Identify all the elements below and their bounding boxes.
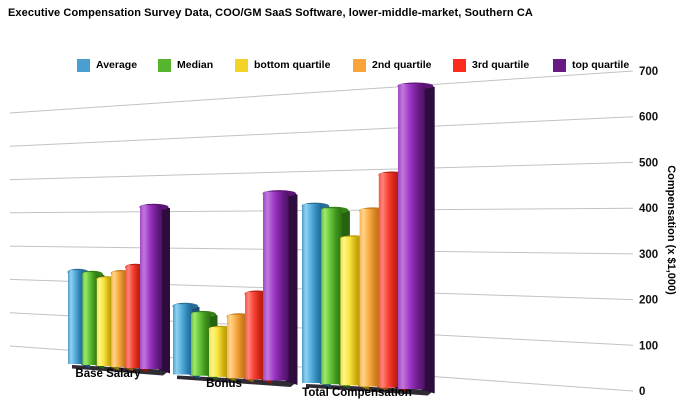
legend-label: Median [177,59,214,71]
y-tick-label-0: 0 [639,386,645,398]
legend-item-average: Average [77,58,137,72]
y-tick-label-400: 400 [639,203,658,215]
legend-item-top-quartile: top quartile [553,58,629,72]
y-tick-label-300: 300 [639,249,658,261]
bar-group-total-compensation: Total Compensation [301,82,435,399]
legend-swatch-top-quartile [553,58,566,72]
legend-item-3rd-quartile: 3rd quartile [453,58,529,72]
bar-front-face [302,204,323,383]
bar-front-face [227,314,247,379]
group-platform [177,375,298,387]
bar-group-bonus: Bonus [172,190,298,390]
bar-front-face [359,208,381,387]
legend-label: top quartile [572,59,630,71]
bar-group-base-salary: Base Salary [67,203,170,380]
y-tick-label-100: 100 [639,340,658,352]
bar-front-face [378,172,400,388]
legend-swatch-2nd-quartile [353,58,366,72]
gridline-600 [9,116,634,147]
legend-label: bottom quartile [254,59,331,71]
y-axis-title: Compensation (x $1,000) [665,165,677,295]
bar-total-compensation-top-quartile [397,82,435,394]
legend-item-median: Median [158,58,213,72]
y-tick-label-200: 200 [639,295,658,307]
bar-front-face [140,205,162,369]
y-tick-label-700: 700 [639,66,658,78]
bar-front-face [191,312,211,376]
bar-front-face [263,191,289,381]
bar-side-face [421,84,435,394]
bar-front-face [245,291,265,380]
gridline-500 [9,161,634,181]
bar-front-face [82,272,99,365]
chart-title: Executive Compensation Survey Data, COO/… [8,7,533,19]
group-platform [306,384,435,396]
group-platform [72,365,170,376]
bar-front-face [96,277,113,366]
bar-front-face [209,327,229,377]
bar-front-face [398,83,425,390]
bar-front-face [321,208,342,385]
legend-label: 2nd quartile [372,59,432,71]
gridline-700 [9,70,634,114]
bar-front-face [111,271,128,367]
bar-front-face [173,304,193,375]
bar-bonus-top-quartile [262,190,298,385]
category-label-total-compensation: Total Compensation [302,387,412,399]
y-tick-label-600: 600 [639,112,658,124]
legend-item-bottom-quartile: bottom quartile [235,58,330,72]
legend-swatch-average [77,58,90,72]
bar-front-face [68,270,84,364]
category-label-bonus: Bonus [206,378,242,390]
chart-legend: Average Median bottom quartile 2nd quartile… [0,58,680,74]
bar-front-face [340,236,362,386]
legend-swatch-bottom-quartile [235,58,248,72]
legend-label: 3rd quartile [472,59,530,71]
legend-swatch-3rd-quartile [453,58,466,72]
legend-label: Average [96,59,138,71]
legend-swatch-median [158,58,171,72]
bar-front-face [125,265,142,368]
y-tick-label-500: 500 [639,157,658,169]
bar-base-salary-top-quartile [139,203,170,374]
category-label-base-salary: Base Salary [75,368,141,380]
legend-item-2nd-quartile: 2nd quartile [353,58,432,72]
